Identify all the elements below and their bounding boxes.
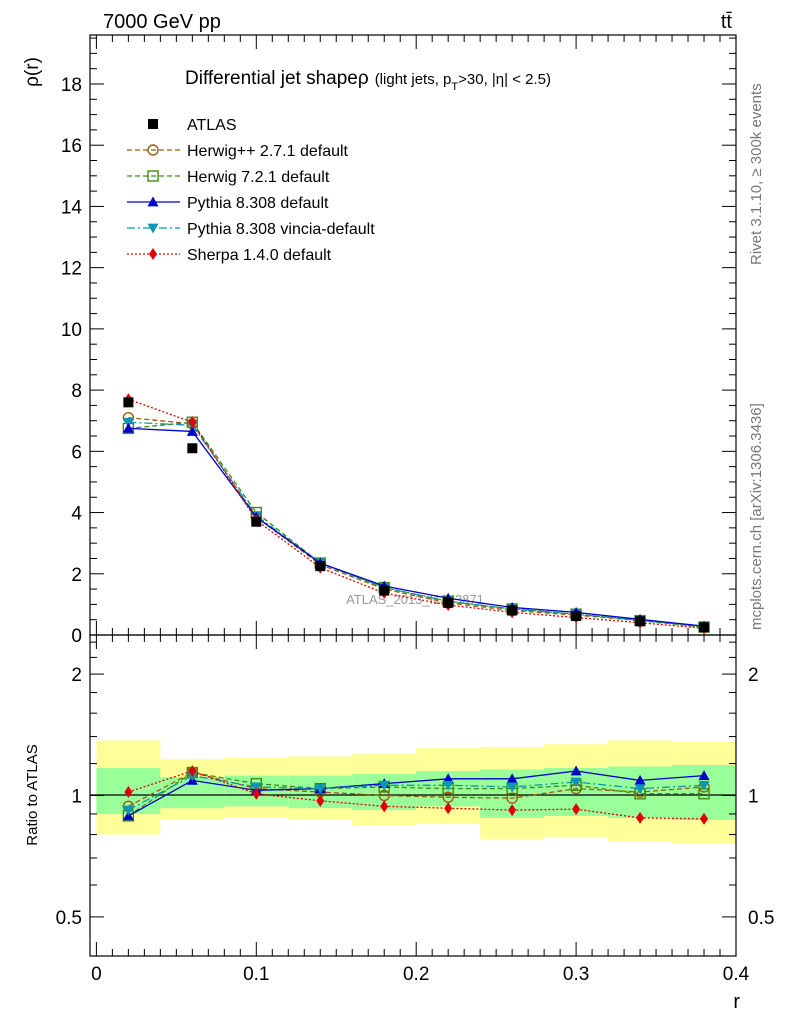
main-series-0-point: [443, 597, 454, 608]
ratio-series-3-point: [506, 773, 518, 784]
x-tick-labels: 0 0.1 0.2 0.3 0.4: [91, 964, 750, 985]
ratio-series-1-line: [128, 771, 705, 807]
main-series-3-point: [186, 425, 198, 436]
main-series-0-point: [635, 616, 646, 627]
main-y-tick-label: 0: [71, 626, 82, 647]
main-y-tick-label: 6: [71, 442, 82, 463]
rivet-label: Rivet 3.1.10, ≥ 300k events: [748, 83, 765, 265]
ratio-series-4-point: [250, 782, 262, 793]
x-tick-label: 0.3: [563, 964, 589, 985]
ratio-series-4-point: [506, 782, 518, 793]
x-tick-label: 0: [91, 964, 102, 985]
ratio-y-tick-label: 0.5: [56, 908, 82, 929]
plot-title: Differential jet shapeρ (light jets, pT>3…: [185, 68, 551, 93]
ratio-y-tick-label-right: 0.5: [748, 908, 774, 929]
ratio-series-5-point: [252, 787, 261, 800]
legend-marker-2: [147, 170, 159, 182]
energy-label: 7000 GeV pp: [103, 11, 221, 33]
ratio-y-tick-label: 2: [71, 665, 82, 686]
legend-marker-4: [147, 223, 159, 234]
ratio-series-3-point: [570, 765, 582, 776]
legend-marker-0: [148, 119, 158, 129]
main-series-5-point: [188, 416, 197, 429]
ratio-series-3-point: [442, 773, 454, 784]
ratio-series-3-line: [128, 770, 705, 817]
x-tick-label: 0.2: [403, 964, 429, 985]
ratio-series-4-point: [122, 805, 134, 816]
x-axis-label: r: [733, 991, 740, 1013]
ratio-series-3-point: [634, 774, 646, 785]
main-series-0-point: [507, 605, 518, 616]
main-series-4-point: [122, 417, 134, 428]
ratio-series-5-point: [188, 765, 197, 778]
process-label: tt̄: [721, 11, 733, 33]
main-y-tick-label: 10: [61, 320, 82, 341]
legend-marker-5: [149, 248, 157, 260]
ratio-series-5-point: [124, 786, 133, 799]
main-y-tick-label: 14: [61, 197, 83, 218]
ratio-series-4-point: [314, 784, 326, 795]
main-y-axis-label: ρ(r): [22, 57, 43, 87]
x-tick-label: 0.4: [723, 964, 750, 985]
legend-marker-1: [147, 144, 159, 156]
main-y-tick-label: 4: [71, 504, 82, 525]
legend-label-1: Herwig++ 2.7.1 default: [187, 143, 349, 160]
main-series-3-line: [128, 427, 705, 627]
ratio-y-tick-label-right: 2: [748, 665, 759, 686]
ratio-series-4-point: [570, 777, 582, 788]
title-main: Differential jet shape: [185, 68, 358, 89]
ratio-series-4-point: [378, 780, 390, 791]
ratio-series-3-point: [698, 770, 710, 781]
ratio-y-tick-label-right: 1: [748, 787, 759, 808]
ratio-series-5-point: [508, 804, 517, 817]
title-sub-T: T: [451, 81, 458, 93]
main-series-0-point: [251, 516, 262, 527]
mcplots-label: mcplots.cern.ch [arXiv:1306.3436]: [748, 403, 765, 630]
main-y-tick-label: 12: [61, 259, 82, 280]
ratio-series-5-point: [700, 812, 709, 825]
main-series-5-line: [128, 398, 705, 629]
ratio-series-4-point: [442, 780, 454, 791]
ratio-y-axis-label: Ratio to ATLAS: [24, 744, 41, 845]
legend: ATLAS Herwig++ 2.7.1 default Herwig 7.2.1 …: [127, 117, 375, 264]
main-series-0-point: [123, 397, 134, 408]
x-tick-label: 0.1: [243, 964, 269, 985]
ratio-y-tick-label: 1: [71, 787, 82, 808]
main-y-tick-label: 8: [71, 381, 82, 402]
main-series-3-point: [122, 422, 134, 433]
legend-label-4: Pythia 8.308 vincia-default: [187, 221, 375, 238]
main-series-0-point: [699, 622, 710, 633]
ratio-series-5-point: [572, 803, 581, 816]
ratio-series-5-point: [380, 800, 389, 813]
ratio-series-5-point: [316, 794, 325, 807]
main-series-0-point: [315, 561, 326, 572]
legend-label-0: ATLAS: [187, 117, 237, 134]
legend-label-2: Herwig 7.2.1 default: [187, 169, 330, 186]
main-series-0-point: [379, 585, 390, 596]
main-series-0-point: [571, 611, 582, 622]
ratio-y-tick-labels: 0.5 0.5 1 1 2 2: [56, 665, 775, 929]
main-y-tick-label: 16: [61, 136, 82, 157]
ratio-series-5-point: [444, 802, 453, 815]
main-y-tick-label: 2: [71, 565, 82, 586]
ratio-series-group: [122, 765, 710, 825]
legend-label-3: Pythia 8.308 default: [187, 195, 329, 212]
ratio-series-5-line: [128, 770, 705, 820]
ratio-series-5-point: [636, 811, 645, 824]
main-y-tick-label: 18: [61, 75, 82, 96]
legend-marker-3: [147, 196, 159, 207]
title-paren-open: (light jets, p: [375, 71, 452, 88]
main-series-0-point: [187, 443, 198, 454]
main-series-group: [122, 393, 710, 635]
title-rho: ρ: [358, 68, 369, 89]
title-paren-close: >30, |η| < 2.5): [458, 71, 551, 88]
ratio-series-4-point: [698, 780, 710, 791]
legend-label-5: Sherpa 1.4.0 default: [187, 247, 332, 264]
main-y-tick-labels: 0 2 4 6 8 10 12 14 16 18: [61, 75, 83, 647]
ratio-series-4-point: [634, 784, 646, 795]
